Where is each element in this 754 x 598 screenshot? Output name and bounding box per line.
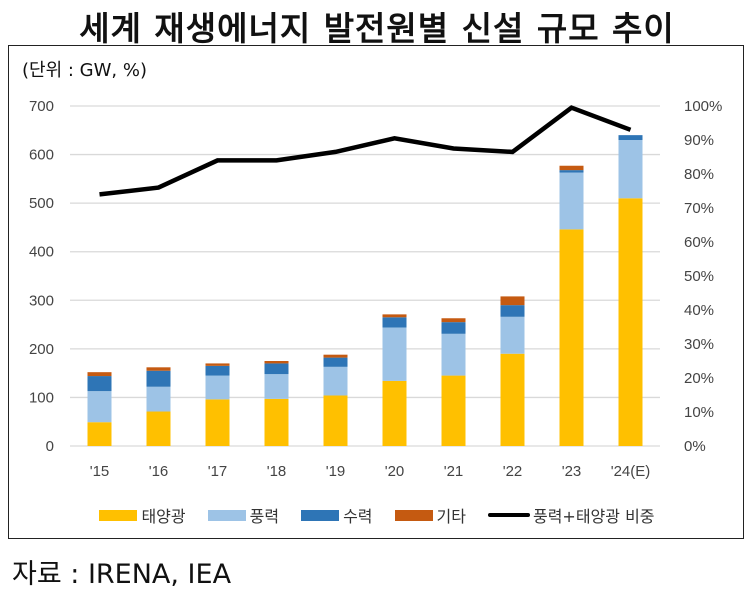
legend-label-wind: 풍력: [249, 507, 280, 526]
legend-label-solar: 태양광: [141, 507, 186, 526]
left-axis-tick: 600: [29, 147, 54, 164]
legend-swatch-other: [394, 509, 433, 521]
legend-item-solar: 태양광: [99, 503, 186, 527]
left-axis-tick: 300: [29, 292, 54, 309]
x-axis-tick: '21: [444, 463, 464, 480]
bar-other: [500, 296, 525, 306]
bar-solar: [500, 353, 525, 446]
x-axis-tick: '23: [562, 463, 582, 480]
x-axis-tick: '19: [326, 463, 346, 480]
bar-hydro: [559, 170, 584, 173]
bar-solar: [559, 229, 584, 446]
left-axis-tick: 500: [29, 195, 54, 212]
x-axis-tick: '17: [208, 463, 228, 480]
bar-wind: [205, 375, 230, 400]
bar-other: [87, 372, 112, 377]
right-axis-tick: 70%: [684, 200, 714, 217]
bar-solar: [87, 422, 112, 446]
legend-swatch-hydro: [301, 509, 340, 521]
legend-label-hydro: 수력: [343, 507, 373, 526]
legend-item-share-line: 풍력+태양광 비중: [487, 503, 655, 527]
bar-hydro: [382, 317, 407, 328]
bar-wind: [559, 172, 584, 230]
legend-item-wind: 풍력: [207, 503, 280, 527]
share-line: [99, 105, 632, 197]
bar-wind: [146, 386, 171, 412]
bar-wind: [264, 374, 289, 399]
x-axis-tick: '20: [385, 463, 405, 480]
legend-label-share-line: 풍력+태양광 비중: [532, 507, 655, 526]
right-axis-tick: 30%: [684, 336, 714, 353]
bar-solar: [441, 375, 466, 446]
right-axis-tick: 10%: [684, 404, 714, 421]
legend-item-hydro: 수력: [301, 503, 373, 527]
legend: 태양광 풍력 수력 기타 풍력+태양광 비중: [0, 503, 754, 527]
bar-hydro: [205, 365, 230, 376]
bar-solar: [618, 198, 643, 446]
bar-wind: [500, 316, 525, 354]
left-axis-tick: 200: [29, 341, 54, 358]
right-axis-tick: 60%: [684, 234, 714, 251]
left-axis-tick: 0: [46, 438, 54, 455]
bar-other: [264, 361, 289, 364]
bar-wind: [323, 366, 348, 396]
bar-other: [382, 314, 407, 318]
legend-item-other: 기타: [394, 503, 466, 527]
bar-hydro: [441, 322, 466, 334]
bar-hydro: [146, 370, 171, 387]
bar-hydro: [618, 135, 643, 140]
bar-wind: [382, 327, 407, 381]
right-axis-tick: 100%: [684, 98, 722, 115]
right-axis-tick: 50%: [684, 268, 714, 285]
bar-solar: [205, 399, 230, 446]
x-axis-tick: '18: [267, 463, 287, 480]
source-note: 자료 : IRENA, IEA: [12, 559, 232, 590]
chart-frame: [8, 45, 744, 539]
bar-wind: [441, 333, 466, 376]
x-axis-tick: '15: [90, 463, 110, 480]
bar-hydro: [323, 357, 348, 367]
bar-other: [441, 318, 466, 323]
legend-swatch-solar: [99, 509, 138, 521]
right-axis-tick: 40%: [684, 302, 714, 319]
unit-label: (단위 : GW, %): [22, 60, 147, 81]
left-axis-tick: 100: [29, 389, 54, 406]
x-axis-tick: '22: [503, 463, 523, 480]
bar-wind: [87, 391, 112, 423]
legend-label-other: 기타: [436, 507, 466, 526]
left-axis-tick: 700: [29, 98, 54, 115]
bar-other: [559, 165, 584, 171]
bar-solar: [323, 395, 348, 446]
legend-swatch-wind: [207, 509, 246, 521]
bar-hydro: [500, 305, 525, 317]
bar-other: [146, 367, 171, 371]
bar-solar: [146, 411, 171, 446]
chart-title: 세계 재생에너지 발전원별 신설 규모 추이: [79, 9, 675, 48]
bar-hydro: [87, 376, 112, 392]
bar-solar: [382, 380, 407, 446]
legend-swatch-line: [487, 513, 530, 517]
bar-wind: [618, 140, 643, 199]
x-axis-tick: '16: [149, 463, 169, 480]
right-axis-tick: 20%: [684, 370, 714, 387]
bar-other: [205, 363, 230, 366]
left-axis-tick: 400: [29, 244, 54, 261]
right-axis-tick: 0%: [684, 438, 706, 455]
bar-other: [323, 354, 348, 358]
right-axis-tick: 80%: [684, 166, 714, 183]
bar-solar: [264, 398, 289, 446]
right-axis-tick: 90%: [684, 132, 714, 149]
x-axis-tick: '24(E): [611, 463, 651, 480]
bar-hydro: [264, 363, 289, 375]
